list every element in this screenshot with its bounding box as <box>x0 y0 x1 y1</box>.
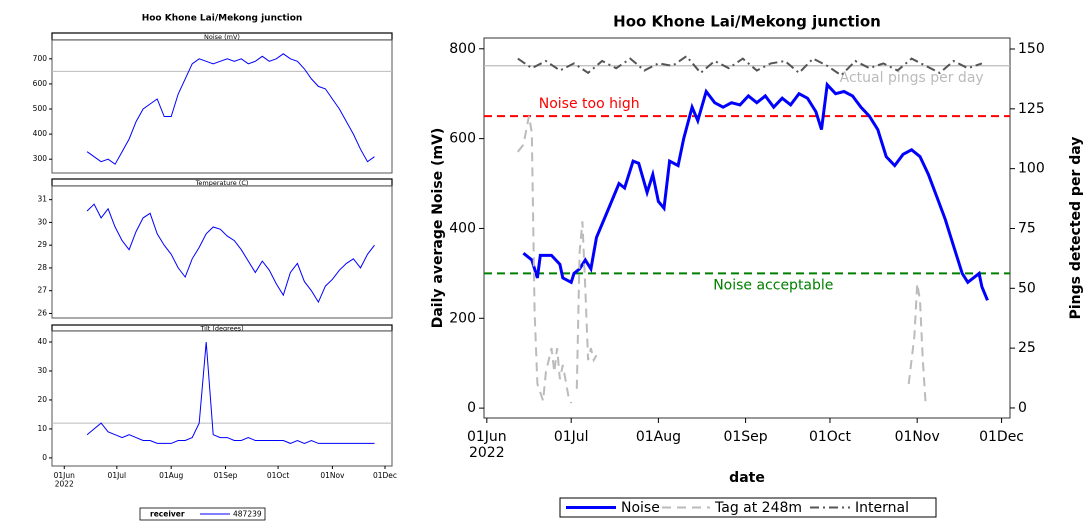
y-tick-label: 400 <box>33 129 48 138</box>
y-tick-label: 600 <box>33 79 48 88</box>
y-tick-label: 30 <box>37 217 47 226</box>
y2-tick-label: 25 <box>1018 340 1036 356</box>
chart-title: Hoo Khone Lai/Mekong junction <box>142 14 303 24</box>
y2-tick-label: 50 <box>1018 280 1036 296</box>
y2-tick-label: 75 <box>1018 220 1036 236</box>
y-tick-label: 800 <box>449 41 476 57</box>
y-tick-label: 400 <box>449 220 476 236</box>
y-tick-label: 31 <box>37 195 47 204</box>
x-tick-label: 01Nov <box>320 471 345 480</box>
panel-frame <box>51 185 393 319</box>
reference-label: Noise acceptable <box>713 277 833 293</box>
legend-entry: Noise <box>621 500 660 516</box>
y-tick-label: 700 <box>33 54 48 63</box>
x-tick-label: 01Jun 2022 <box>467 429 507 461</box>
x-tick-label: 01Oct <box>267 471 290 480</box>
right-chart: Hoo Khone Lai/Mekong junction date Daily… <box>430 13 1084 518</box>
y2-tick-label: 150 <box>1018 41 1045 57</box>
chart-title: Hoo Khone Lai/Mekong junction <box>613 13 881 31</box>
reference-label: Noise too high <box>539 96 640 112</box>
x-tick-label: 01Jun 2022 <box>54 471 76 489</box>
y-axis-label: Daily average Noise (mV) <box>430 128 446 329</box>
y-tick-label: 20 <box>37 395 47 404</box>
line-series <box>517 115 927 404</box>
y-tick-label: 200 <box>449 310 476 326</box>
legend-box <box>559 497 937 518</box>
legend-entry: 487239 <box>233 510 262 519</box>
x-tick-label: 01Aug <box>159 471 183 480</box>
y2-tick-label: 0 <box>1018 400 1027 416</box>
panel-label: Temperature (C) <box>195 179 249 187</box>
y-tick-label: 30 <box>37 366 47 375</box>
legend-title: receiver <box>150 510 185 519</box>
x-tick-label: 01Jul <box>554 429 589 445</box>
y-tick-label: 28 <box>37 263 47 272</box>
y-tick-label: 26 <box>37 308 47 317</box>
y2-tick-label: 100 <box>1018 161 1045 177</box>
y-tick-label: 29 <box>37 240 47 249</box>
x-tick-label: 01Jul <box>108 471 127 480</box>
x-tick-label: 01Aug <box>636 429 681 445</box>
x-axis-label: date <box>729 470 765 486</box>
panel-label: Tilt (degrees) <box>199 325 243 333</box>
legend-entry: Internal <box>855 500 909 516</box>
y-tick-label: 600 <box>449 131 476 147</box>
x-tick-label: 01Nov <box>895 429 940 445</box>
y-tick-label: 27 <box>37 286 47 295</box>
plot-frame <box>483 37 1011 419</box>
line-series <box>86 203 375 304</box>
y-tick-label: 0 <box>467 400 476 416</box>
x-tick-label: 01Sep <box>723 429 767 445</box>
x-tick-label: 01Dec <box>979 429 1024 445</box>
line-series <box>86 341 375 444</box>
x-tick-label: 01Sep <box>214 471 238 480</box>
legend-entry: Tag at 248m <box>714 500 802 516</box>
panel-frame <box>51 330 393 467</box>
line-series <box>86 53 375 165</box>
panel-frame <box>51 39 393 174</box>
y2-axis-label: Pings detected per day <box>1068 137 1084 320</box>
x-tick-label: 01Dec <box>373 471 397 480</box>
y-tick-label: 40 <box>37 337 47 346</box>
y2-tick-label: 125 <box>1018 101 1045 117</box>
y-tick-label: 300 <box>33 154 48 163</box>
y-tick-label: 500 <box>33 104 48 113</box>
left-chart: Hoo Khone Lai/Mekong junction Noise (mV)… <box>33 14 397 521</box>
reference-label: Actual pings per day <box>840 70 984 86</box>
x-tick-label: 01Oct <box>809 429 852 445</box>
line-series <box>522 81 989 301</box>
panel-label: Noise (mV) <box>204 33 240 41</box>
y-tick-label: 10 <box>37 424 47 433</box>
y-tick-label: 0 <box>42 453 47 462</box>
